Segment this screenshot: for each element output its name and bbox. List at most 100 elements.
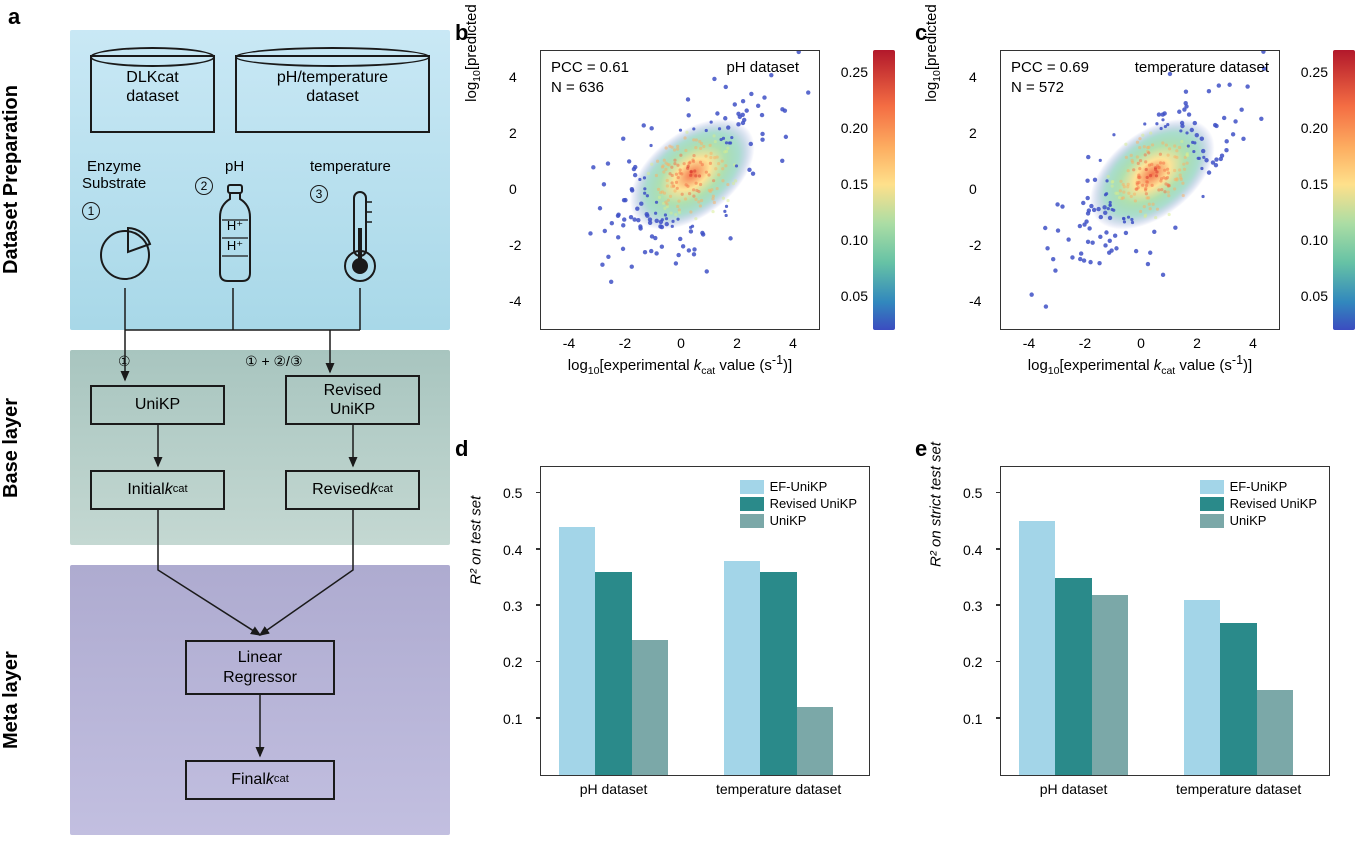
legend-label: Revised UniKP: [770, 496, 857, 511]
colorbar-tick: 0.25: [1301, 64, 1328, 80]
ytick: -2: [509, 237, 521, 253]
bar-unikp: [797, 707, 833, 775]
scatter-b-title: pH dataset: [726, 59, 799, 76]
legend-label: EF-UniKP: [1230, 479, 1288, 494]
bar-ytick: 0.3: [963, 598, 982, 614]
panel-d: d R² on test set EF-UniKP Revised UniKP Un…: [450, 426, 910, 852]
scatter-c-pcc: PCC = 0.69: [1011, 59, 1089, 76]
scatter-b-n: N = 636: [551, 79, 604, 96]
legend-swatch: [1200, 480, 1224, 494]
ytick: 2: [509, 125, 517, 141]
xtick: 2: [1193, 335, 1201, 351]
legend-swatch: [740, 480, 764, 494]
legend-label: UniKP: [1230, 513, 1267, 528]
xtick: -2: [619, 335, 631, 351]
bar-revised-unikp: [595, 572, 631, 775]
xtick: 0: [1137, 335, 1145, 351]
xtick: 0: [677, 335, 685, 351]
bar-xlabel: pH dataset: [580, 781, 648, 797]
panel-d-label: d: [455, 436, 468, 462]
bar-unikp: [1257, 690, 1293, 775]
scatter-c-ylabel: log10[predicted kcat value (s-1)]: [919, 0, 943, 102]
bar-ef-unikp: [1184, 600, 1220, 775]
bar-ytick: 0.3: [503, 598, 522, 614]
scatter-c-xlabel: log10[experimental kcat value (s-1)]: [1001, 353, 1279, 377]
bar-xlabel: temperature dataset: [1176, 781, 1301, 797]
bar-ytick: 0.4: [963, 542, 982, 558]
xtick: -2: [1079, 335, 1091, 351]
section-dataset-prep-label: Dataset Preparation: [0, 30, 23, 330]
xtick: 4: [1249, 335, 1257, 351]
ytick: -2: [969, 237, 981, 253]
bar-ef-unikp: [724, 561, 760, 775]
figure: a Dataset Preparation Base layer Meta la…: [0, 0, 1370, 852]
bar-xlabel: pH dataset: [1040, 781, 1108, 797]
legend-swatch: [740, 497, 764, 511]
xtick: 4: [789, 335, 797, 351]
scatter-c-title: temperature dataset: [1135, 59, 1269, 76]
arrows: [70, 30, 450, 835]
legend-label: Revised UniKP: [1230, 496, 1317, 511]
bar-ef-unikp: [1019, 521, 1055, 775]
bar-d: R² on test set EF-UniKPRevised UniKPUniK…: [540, 466, 870, 776]
legend-swatch: [1200, 514, 1224, 528]
bar-ytick: 0.5: [503, 485, 522, 501]
legend-row: Revised UniKP: [740, 496, 857, 511]
legend-swatch: [740, 514, 764, 528]
panel-b: b PCC = 0.61 N = 636 pH dataset log10[ex…: [450, 0, 910, 426]
bar-unikp: [1092, 595, 1128, 775]
bar-ytick: 0.1: [963, 711, 982, 727]
colorbar-tick: 0.05: [1301, 288, 1328, 304]
ytick: -4: [969, 293, 981, 309]
bar-ytick: 0.5: [963, 485, 982, 501]
ytick: 4: [509, 69, 517, 85]
ytick: 2: [969, 125, 977, 141]
legend-label: EF-UniKP: [770, 479, 828, 494]
legend-e: EF-UniKP Revised UniKP UniKP: [1196, 475, 1321, 534]
panel-a-label: a: [8, 4, 20, 30]
legend-label: UniKP: [770, 513, 807, 528]
bar-ytick: 0.2: [503, 654, 522, 670]
bar-unikp: [632, 640, 668, 775]
right-column: b PCC = 0.61 N = 636 pH dataset log10[ex…: [450, 0, 1370, 852]
legend-row: UniKP: [740, 513, 857, 528]
scatter-b: PCC = 0.61 N = 636 pH dataset log10[expe…: [540, 50, 820, 330]
colorbar-b: [873, 50, 895, 330]
xtick: -4: [1023, 335, 1035, 351]
scatter-b-pcc: PCC = 0.61: [551, 59, 629, 76]
panel-c: c PCC = 0.69 N = 572 temperature dataset…: [910, 0, 1370, 426]
legend-d: EF-UniKP Revised UniKP UniKP: [736, 475, 861, 534]
colorbar-tick: 0.15: [841, 176, 868, 192]
colorbar-tick: 0.10: [841, 232, 868, 248]
colorbar-tick: 0.20: [1301, 120, 1328, 136]
bar-revised-unikp: [760, 572, 796, 775]
section-base-layer-label: Base layer: [0, 350, 23, 545]
bar-ef-unikp: [559, 527, 595, 775]
scatter-b-ylabel: log10[predicted kcat value (s-1)]: [459, 0, 483, 102]
legend-row: EF-UniKP: [740, 479, 857, 494]
ytick: 0: [969, 181, 977, 197]
ytick: 0: [509, 181, 517, 197]
scatter-c-n: N = 572: [1011, 79, 1064, 96]
bar-revised-unikp: [1055, 578, 1091, 775]
bar-ytick: 0.2: [963, 654, 982, 670]
xtick: 2: [733, 335, 741, 351]
section-meta-layer-label: Meta layer: [0, 565, 23, 835]
colorbar-tick: 0.05: [841, 288, 868, 304]
scatter-b-xlabel: log10[experimental kcat value (s-1)]: [541, 353, 819, 377]
panel-e: e R² on strict test set EF-UniKPRevised …: [910, 426, 1370, 852]
colorbar-tick: 0.10: [1301, 232, 1328, 248]
bar-ytick: 0.4: [503, 542, 522, 558]
bar-d-ylabel: R² on test set: [468, 496, 485, 585]
colorbar-tick: 0.20: [841, 120, 868, 136]
scatter-c: PCC = 0.69 N = 572 temperature dataset l…: [1000, 50, 1280, 330]
colorbar-tick: 0.15: [1301, 176, 1328, 192]
bar-e: R² on strict test set EF-UniKPRevised Un…: [1000, 466, 1330, 776]
ytick: -4: [509, 293, 521, 309]
xtick: -4: [563, 335, 575, 351]
panel-a: a Dataset Preparation Base layer Meta la…: [0, 0, 450, 852]
ytick: 4: [969, 69, 977, 85]
colorbar-tick: 0.25: [841, 64, 868, 80]
legend-row: UniKP: [1200, 513, 1317, 528]
legend-row: Revised UniKP: [1200, 496, 1317, 511]
